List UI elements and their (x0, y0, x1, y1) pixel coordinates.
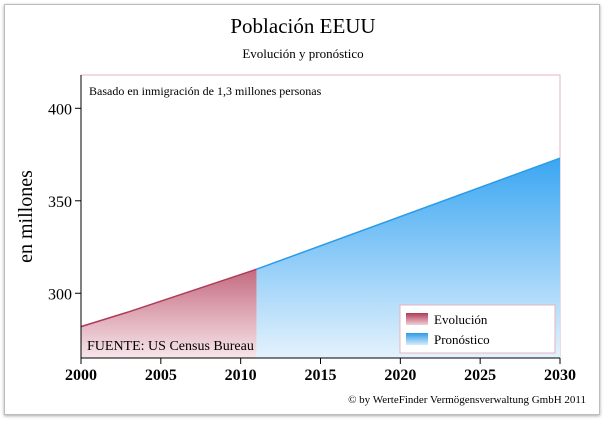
annotation-immigration: Basado en inmigración de 1,3 millones pe… (89, 84, 322, 98)
line-evolucion (80, 268, 257, 328)
area-evolucion (81, 269, 257, 358)
copyright-credit: © by WerteFinder Vermögensverwaltung Gmb… (348, 394, 586, 406)
x-tick-label: 2005 (145, 367, 177, 384)
y-tick-label: 350 (48, 194, 72, 211)
y-tick-label: 300 (48, 286, 72, 303)
x-tick-label: 2010 (225, 367, 257, 384)
x-tick-label: 2020 (384, 367, 416, 384)
x-tick-label: 2015 (305, 367, 337, 384)
y-tick-label: 400 (48, 101, 72, 118)
x-tick-label: 2000 (65, 367, 97, 384)
y-axis-label: en millones (15, 170, 37, 263)
legend-label-pronostico: Pronóstico (434, 332, 490, 347)
x-tick-label: 2025 (464, 367, 496, 384)
line-pronostico (256, 157, 561, 270)
x-tick-label: 2030 (544, 367, 576, 384)
annotation-source: FUENTE: US Census Bureau (87, 339, 254, 354)
legend-swatch-pronostico (406, 333, 428, 345)
x-axis: 2000 2005 2010 2015 2020 2025 2030 (65, 358, 576, 384)
chart-title: Población EEUU (230, 14, 376, 38)
legend: Evolución Pronóstico (399, 304, 556, 354)
chart-subtitle: Evolución y pronóstico (242, 46, 364, 61)
y-axis: 300 350 400 (48, 101, 81, 303)
legend-swatch-evolucion (406, 313, 428, 325)
legend-label-evolucion: Evolución (434, 312, 488, 327)
